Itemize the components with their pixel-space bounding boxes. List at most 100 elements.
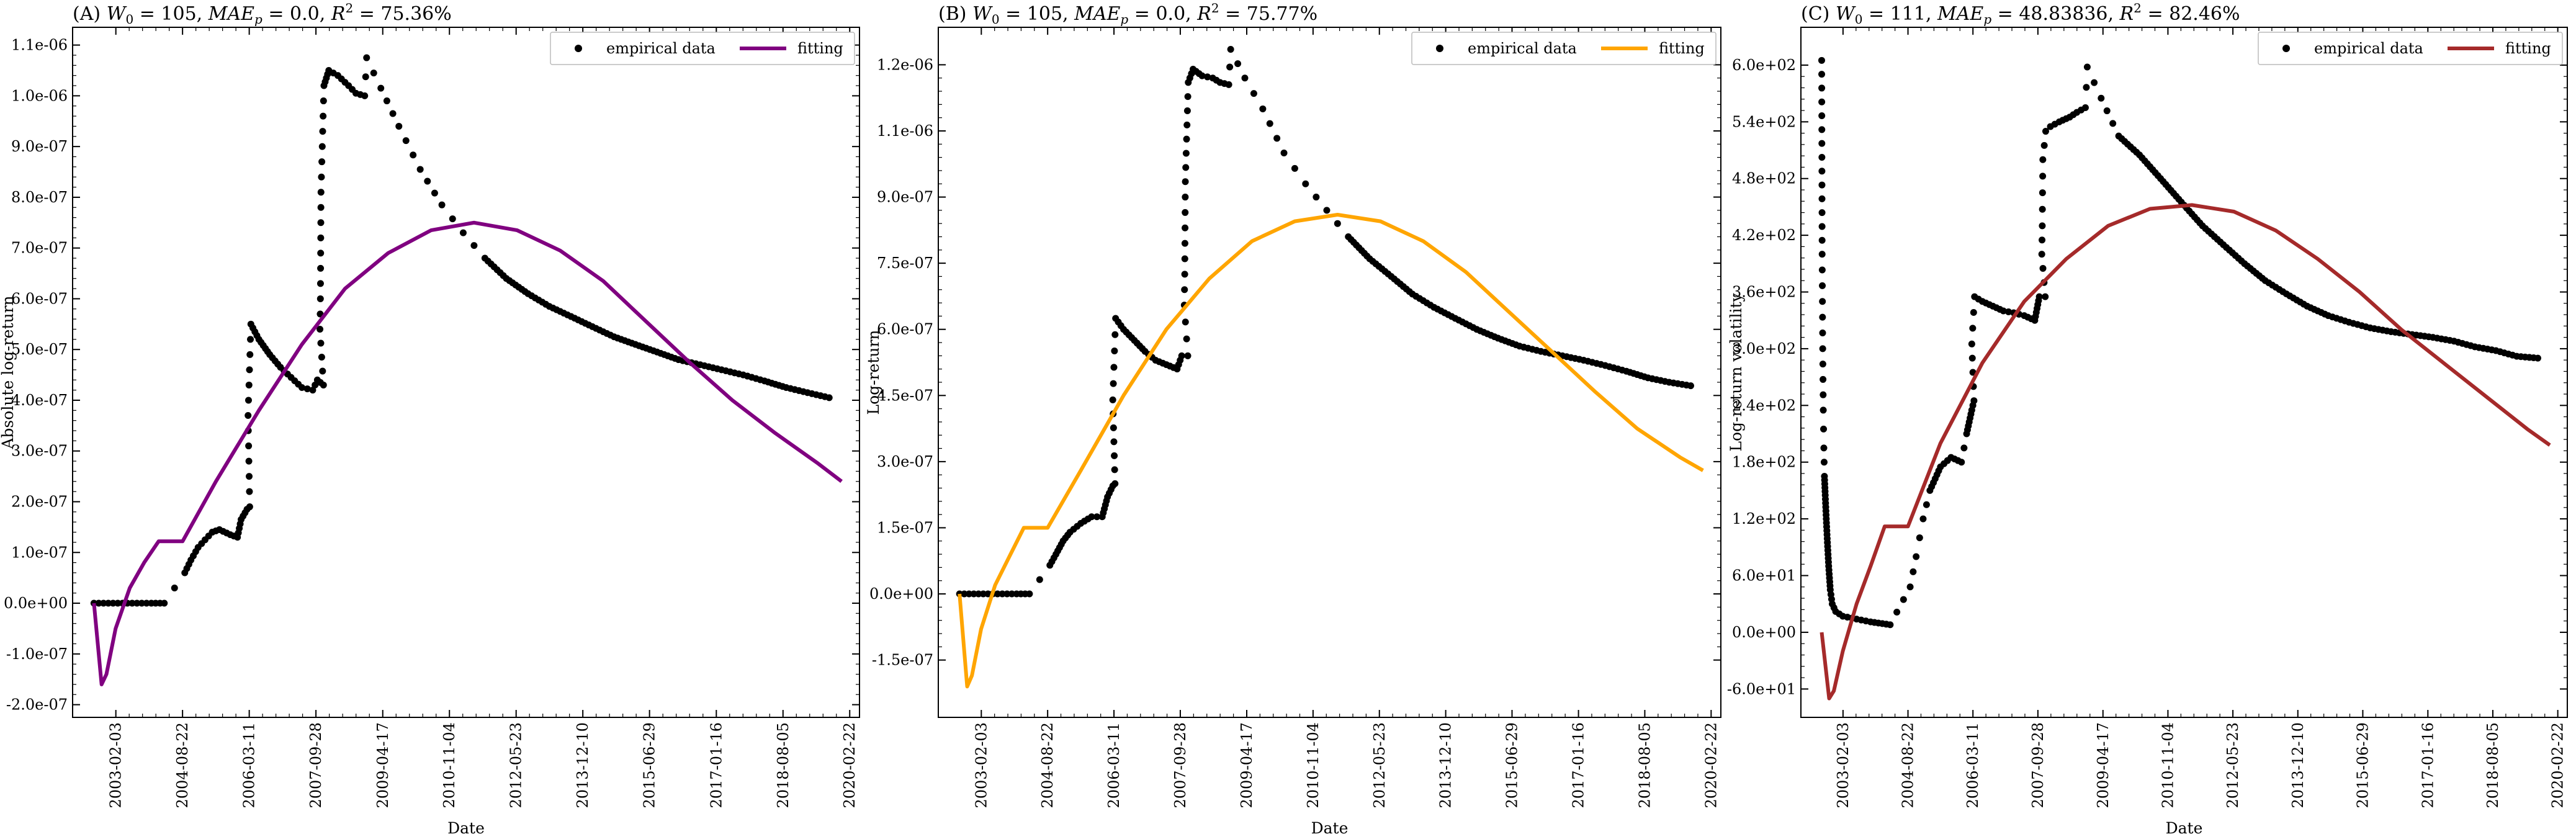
legend-label-fitting: fitting [2505,40,2551,57]
y-tick-label: 9.0e-07 [877,189,933,206]
empirical-point [1818,56,1825,64]
empirical-point [1280,150,1288,157]
x-tick-label: 2017-01-16 [707,722,725,808]
legend: empirical data fitting [2258,32,2563,65]
empirical-point [1687,382,1694,390]
empirical-point [1968,354,1976,362]
y-tick-label: 2.0e-07 [11,493,68,511]
empirical-point [317,249,325,257]
y-tick-label: 3.0e+02 [1732,340,1796,357]
legend-label-fitting: fitting [797,40,843,57]
x-tick-label: 2020-02-22 [841,722,858,808]
empirical-point [459,229,467,236]
empirical-point [246,366,253,374]
empirical-point [1003,590,1011,598]
x-tick-label: 2003-02-03 [1834,722,1852,808]
legend-label-empirical: empirical data [1468,40,1577,57]
x-tick-label: 2007-09-28 [2029,722,2047,808]
empirical-point [402,137,410,145]
x-tick-label: 2003-02-03 [972,722,990,808]
y-tick-label: 1.0e-06 [11,87,68,104]
empirical-point [1970,397,1978,405]
empirical-point [370,70,377,77]
empirical-point [1818,168,1826,175]
empirical-point [1259,105,1267,112]
plot-frame [72,27,860,718]
empirical-point [395,122,403,130]
empirical-point [1313,194,1320,201]
empirical-point [143,599,150,607]
empirical-point [1181,271,1188,278]
y-tick-label: 4.2e+02 [1732,227,1796,244]
empirical-point [449,215,456,223]
empirical-point [318,143,326,150]
empirical-point [1182,178,1189,186]
empirical-point [318,353,325,361]
empirical-point [317,189,325,196]
y-tick-label: 6.0e+01 [1732,567,1796,585]
empirical-point [1111,348,1118,355]
empirical-point [416,166,424,173]
chart-title: (B) W0 = 105, MAEp = 0.0, R2 = 75.77% [938,1,1317,27]
x-tick-label: 2009-04-17 [374,722,392,808]
fitting-curve [1820,203,2551,701]
fitting-curve [92,220,843,686]
x-tick-label: 2007-09-28 [307,722,325,808]
empirical-point [100,599,107,607]
empirical-point [2039,205,2046,213]
chart-title: (C) W0 = 111, MAEp = 48.83836, R2 = 82.4… [1801,1,2240,27]
x-tick-label: 2006-03-11 [1964,722,1981,808]
empirical-point [2039,156,2047,163]
empirical-point [2098,94,2105,102]
y-tick-label: 5.4e+02 [1732,113,1796,130]
empirical-point [245,397,252,404]
empirical-point [298,384,306,392]
panel-a: (A) W0 = 105, MAEp = 0.0, R2 = 75.36% -2.… [0,1,860,837]
x-tick-label: 2013-12-10 [1437,722,1455,808]
empirical-point [246,488,253,495]
empirical-point [1958,459,1965,466]
empirical-point [1820,391,1827,398]
x-tick-label: 2009-04-17 [2094,722,2112,808]
x-tick-label: 2017-01-16 [1570,722,1587,808]
empirical-point [2091,79,2098,86]
empirical-point [1110,364,1118,371]
empirical-point [1226,63,1234,71]
y-tick-label: 0.0e+00 [869,585,933,603]
empirical-point [1182,209,1189,216]
empirical-point [1266,120,1273,127]
y-tick-label: 4.0e-07 [11,392,68,409]
empirical-series [90,54,833,607]
empirical-point [109,599,117,607]
empirical-point [975,590,982,598]
y-tick-label: 7.5e-07 [877,254,933,272]
empirical-point [1968,340,1975,348]
empirical-point [320,97,327,105]
empirical-point [171,585,178,591]
empirical-point [245,381,253,388]
empirical-point [317,339,325,347]
empirical-point [317,204,325,211]
empirical-point [1960,444,1968,452]
y-tick-label: 4.5e-07 [877,387,933,404]
empirical-point [1109,396,1116,403]
legend-box [2258,32,2563,65]
empirical-point [825,394,833,402]
empirical-point [1923,501,1930,508]
x-tick-label: 2018-08-05 [2484,722,2502,808]
empirical-point [2039,173,2047,180]
empirical-point [1110,424,1117,431]
empirical-point [105,599,112,607]
empirical-point [2042,128,2049,135]
empirical-point [1250,90,1257,97]
y-tick-label: 0.0e+00 [1732,624,1796,641]
empirical-point [1111,466,1118,473]
empirical-point [1818,153,1826,161]
empirical-point [1906,583,1914,591]
x-axis-label: Date [2166,819,2203,837]
empirical-point [1036,576,1043,583]
empirical-point [1818,71,1826,78]
empirical-point [2005,308,2013,316]
empirical-point [1234,60,1242,68]
empirical-point [1181,240,1188,247]
